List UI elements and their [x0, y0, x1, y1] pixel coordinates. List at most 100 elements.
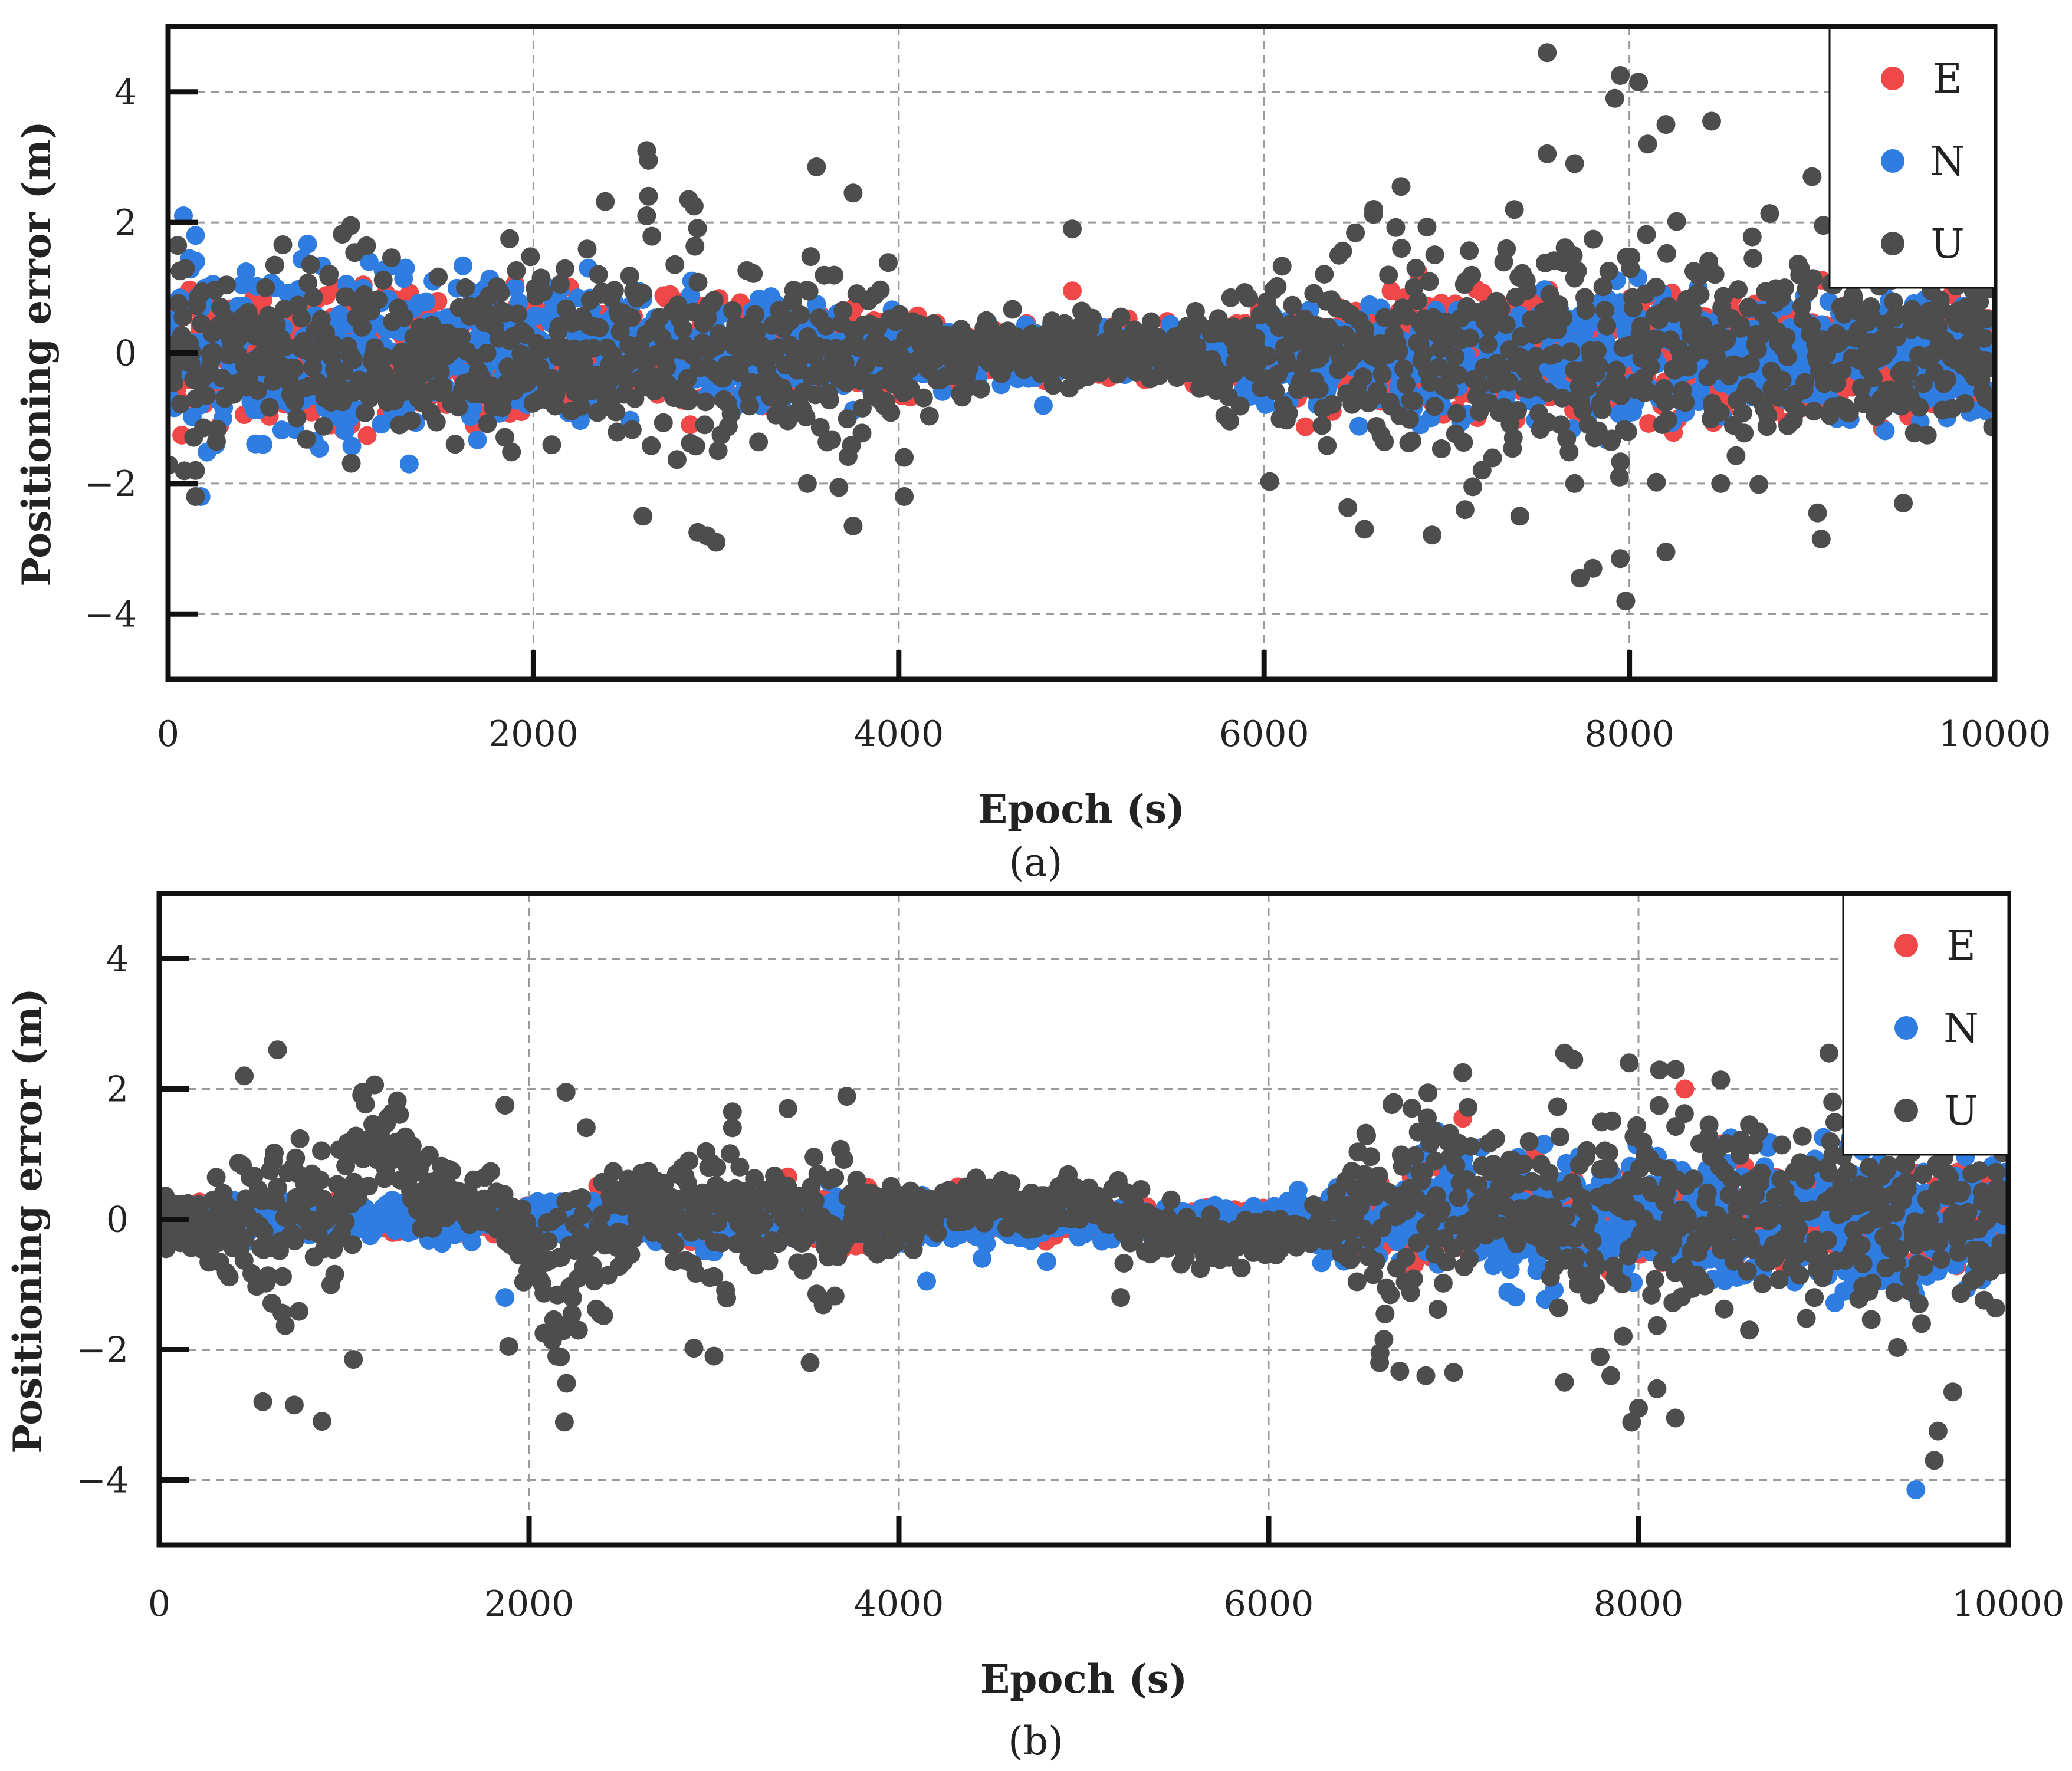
point-U [1354, 367, 1372, 387]
point-U [495, 428, 514, 447]
point-U [1402, 431, 1421, 451]
point-U [852, 423, 872, 443]
point-U [1631, 316, 1651, 336]
point-U [895, 487, 914, 506]
point-U [695, 415, 714, 435]
point-U [1611, 452, 1630, 472]
point-U [590, 318, 609, 337]
point-U [1910, 397, 1929, 417]
point-U [431, 362, 450, 382]
point-U [353, 317, 372, 337]
point-U [838, 409, 857, 429]
point-U [901, 379, 920, 398]
point-U [1743, 249, 1763, 268]
point-N [1256, 395, 1275, 414]
point-U [920, 406, 939, 426]
point-U [853, 399, 872, 418]
point-U [1599, 261, 1618, 281]
point-U [749, 432, 769, 452]
point-U [203, 343, 223, 362]
point-U [667, 450, 687, 469]
point-U [704, 291, 724, 310]
x-tick-label: 4000 [853, 714, 944, 755]
point-U [1463, 477, 1483, 497]
point-U [1758, 406, 1778, 425]
point-U [1802, 167, 1822, 186]
point-U [1711, 474, 1731, 493]
x-tick-label: 8000 [1584, 714, 1674, 755]
point-N [372, 415, 391, 434]
point-U [1578, 377, 1597, 397]
point-U [1592, 400, 1612, 419]
point-N [399, 454, 419, 474]
point-U [1975, 328, 1994, 348]
point-U [1811, 530, 1831, 548]
point-U [1391, 177, 1411, 196]
point-U [550, 275, 570, 294]
point-U [304, 288, 323, 307]
point-U [303, 357, 323, 377]
point-U [176, 259, 195, 278]
point-U [1268, 277, 1287, 296]
point-U [186, 487, 205, 506]
point-U [835, 353, 855, 373]
point-U [1392, 239, 1411, 258]
point-N [254, 435, 272, 454]
point-U [1460, 328, 1480, 348]
point-E [1296, 417, 1315, 436]
point-U [1775, 278, 1794, 298]
point-U [1312, 416, 1332, 435]
y-tick-label: −2 [85, 464, 137, 505]
point-U [1676, 393, 1695, 412]
point-U [1731, 316, 1750, 335]
point-U [1546, 344, 1565, 363]
legend-label-U: U [1930, 221, 1964, 268]
point-U [1505, 200, 1524, 219]
point-U [1400, 409, 1419, 429]
point-U [1308, 333, 1327, 352]
point-U [1656, 115, 1676, 134]
x-axis-title: Epoch (s) [978, 786, 1185, 832]
point-U [1714, 287, 1733, 306]
point-U [1423, 525, 1442, 545]
point-U [684, 196, 704, 216]
point-N [298, 234, 317, 254]
point-N [505, 278, 525, 297]
point-U [871, 280, 890, 300]
point-U [1656, 543, 1676, 562]
point-U [1455, 500, 1475, 520]
point-U [1220, 411, 1239, 431]
y-tick-label: 4 [114, 72, 137, 113]
point-U [1733, 403, 1752, 423]
point-U [292, 308, 311, 328]
point-U [1368, 381, 1387, 400]
point-N [359, 252, 379, 271]
point-U [320, 264, 339, 284]
point-U [1616, 592, 1636, 611]
point-U [1864, 368, 1883, 387]
point-U [1840, 403, 1859, 423]
point-U [1333, 241, 1352, 261]
point-U [639, 186, 658, 206]
point-N [396, 258, 415, 278]
point-U [1447, 403, 1467, 423]
point-U [355, 403, 375, 422]
point-U [1573, 400, 1592, 420]
point-U [1389, 341, 1408, 361]
point-U [1283, 295, 1302, 315]
point-U [1808, 503, 1827, 523]
point-U [791, 305, 810, 324]
point-U [168, 236, 188, 255]
point-U [740, 396, 759, 416]
point-U [1503, 428, 1523, 448]
point-U [433, 377, 452, 396]
point-U [1982, 358, 1995, 377]
point-U [1710, 403, 1730, 422]
point-U [1658, 410, 1677, 430]
point-U [895, 448, 914, 467]
point-U [369, 290, 388, 310]
point-U [633, 507, 653, 526]
point-U [797, 474, 817, 493]
point-N [454, 256, 472, 275]
point-U [1646, 277, 1666, 297]
